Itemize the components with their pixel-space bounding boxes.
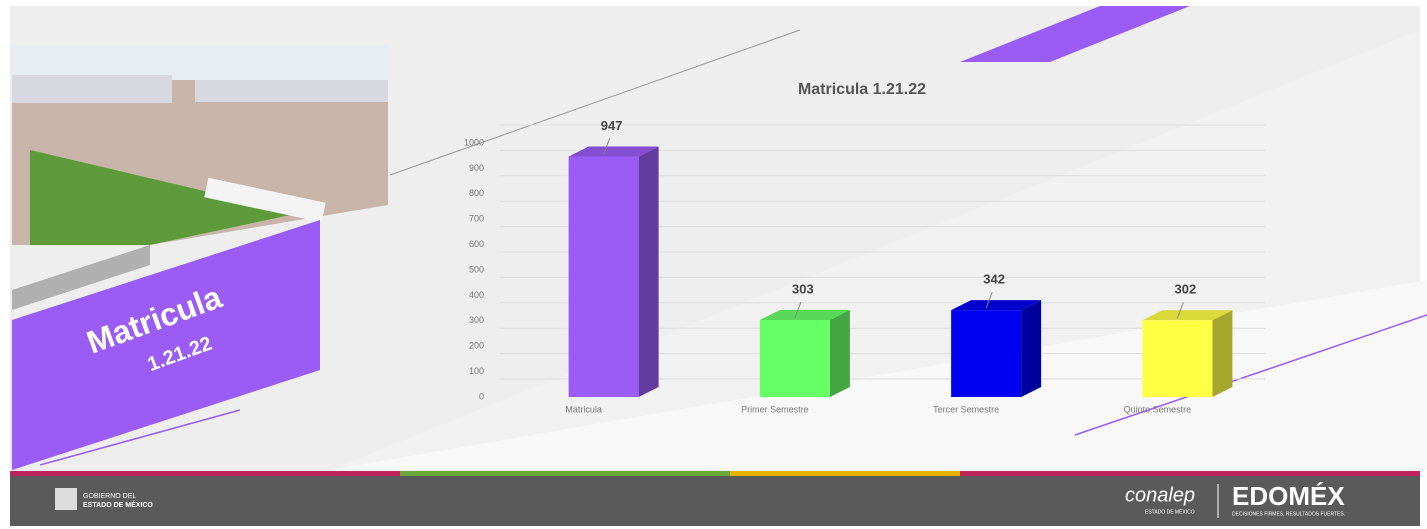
bar <box>568 156 639 397</box>
footer-text: GOBIERNO DEL <box>83 493 136 500</box>
y-tick-label: 300 <box>469 315 484 325</box>
y-tick-label: 100 <box>469 366 484 376</box>
photo-bench <box>204 177 326 223</box>
photo-sky <box>12 45 388 80</box>
y-tick-label: 600 <box>469 239 484 249</box>
logo-sub: DECISIONES FIRMES, RESULTADOS FUERTES. <box>1232 511 1345 517</box>
photo-building <box>195 80 388 102</box>
footer-strip <box>400 471 730 476</box>
accent-stripe <box>960 6 1190 62</box>
bar-side <box>1212 310 1233 397</box>
logo: EDOMÉX <box>1232 481 1345 511</box>
bar <box>759 320 830 397</box>
bar-top <box>759 310 850 321</box>
footer-text: ESTADO DE MÉXICO <box>83 500 153 509</box>
leader-line <box>985 291 993 309</box>
y-tick-label: 500 <box>469 264 484 274</box>
y-tick-label: 800 <box>469 188 484 198</box>
gray-band <box>12 245 150 310</box>
value-label: 302 <box>1175 282 1197 297</box>
leader-line <box>603 138 611 155</box>
x-tick-label: Matricula <box>565 404 602 414</box>
photo-lawn <box>30 150 290 245</box>
bar-side <box>638 146 659 397</box>
bar-top <box>568 146 659 157</box>
photo-building <box>12 75 172 103</box>
purple-panel <box>12 220 320 470</box>
footer-emblem <box>55 488 77 510</box>
value-label: 342 <box>983 272 1005 287</box>
chart-title: Matricula 1.21.22 <box>798 81 926 98</box>
accent-line <box>1074 314 1427 436</box>
accent-line <box>39 409 241 466</box>
x-tick-label: Tercer Semestre <box>933 404 999 414</box>
leader-line <box>1176 302 1184 319</box>
y-tick-label: 700 <box>469 214 484 224</box>
footer-strip <box>730 471 960 476</box>
y-tick-label: 1000 <box>464 137 484 147</box>
x-tick-label: Quinto Semestre <box>1124 404 1192 414</box>
bar-top <box>1142 310 1233 321</box>
value-label: 303 <box>792 281 814 296</box>
x-tick-label: Primer Semestre <box>741 404 809 414</box>
bar-top <box>951 300 1042 311</box>
brand-sub: ESTADO DE MÉXICO <box>1145 508 1195 515</box>
value-label: 947 <box>601 118 623 133</box>
bar-side <box>829 310 850 397</box>
photo <box>12 45 388 245</box>
y-tick-label: 400 <box>469 290 484 300</box>
accent-line <box>389 29 801 176</box>
footer <box>10 476 1420 526</box>
bar <box>951 310 1022 397</box>
brand: conalep <box>1125 484 1195 506</box>
leader-line <box>794 301 802 319</box>
y-tick-label: 900 <box>469 163 484 173</box>
bar-side <box>1021 300 1042 397</box>
y-tick-label: 0 <box>479 391 484 401</box>
bar <box>1142 320 1213 397</box>
y-tick-label: 200 <box>469 341 484 351</box>
